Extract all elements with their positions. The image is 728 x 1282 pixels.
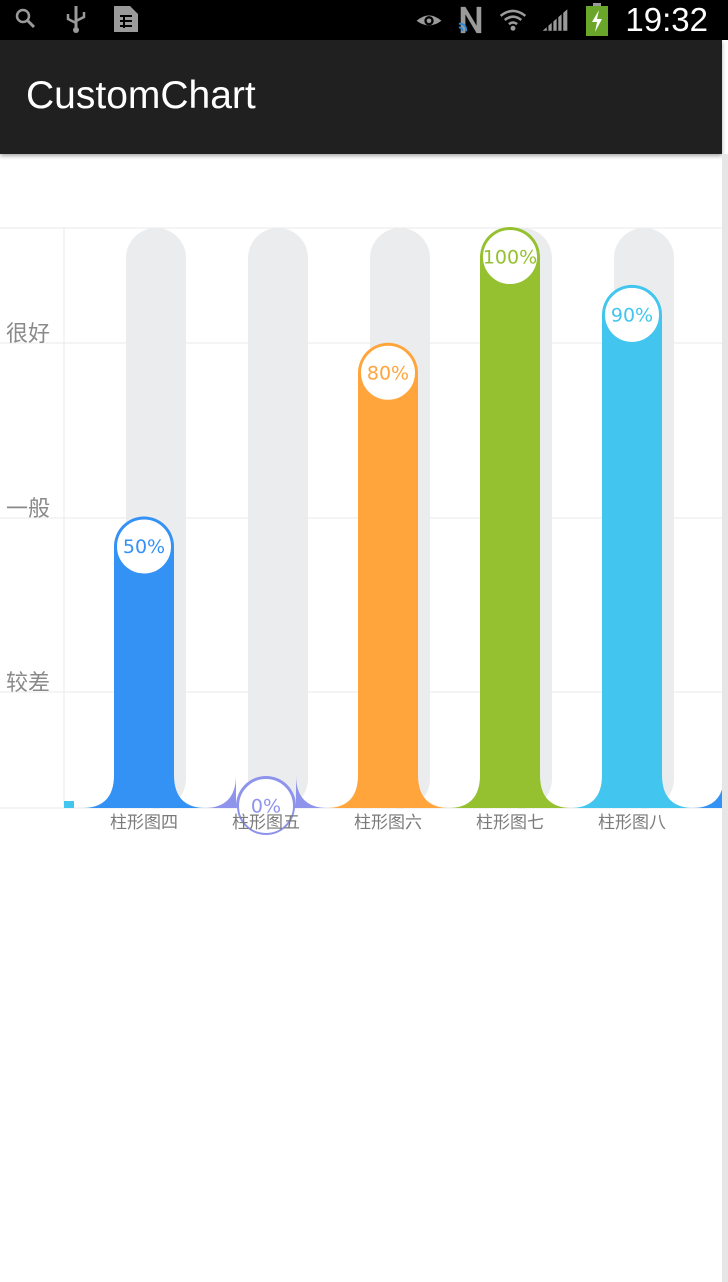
bar: [570, 284, 694, 808]
app-title: CustomChart: [26, 74, 256, 117]
category-label: 柱形图八: [598, 813, 666, 833]
status-bar: 19:32: [0, 0, 728, 40]
bar-track: [248, 228, 308, 809]
y-tick-label: 很好: [6, 322, 50, 347]
partial-bar: [64, 801, 74, 808]
wifi-icon: [499, 5, 527, 35]
value-bubble: [115, 517, 173, 576]
eye-icon: [415, 5, 443, 35]
value-bubble: [237, 777, 295, 835]
bar: [448, 227, 572, 808]
bar: [82, 516, 206, 808]
category-label: 柱形图四: [110, 813, 178, 833]
nfc-icon: [457, 5, 485, 35]
value-label: 90%: [611, 304, 653, 326]
bar: [326, 342, 450, 808]
value-label: 0%: [251, 796, 281, 818]
value-bubble: [481, 228, 539, 286]
usb-icon: [62, 4, 90, 34]
action-bar: CustomChart: [0, 40, 722, 154]
y-tick-label: 一般: [6, 497, 50, 522]
sim-icon: [112, 4, 140, 34]
status-time: 19:32: [625, 1, 708, 38]
battery-charging-icon: [583, 3, 611, 36]
value-label: 100%: [483, 247, 537, 269]
value-bubble: [603, 285, 661, 344]
search-icon: [12, 4, 40, 34]
scroll-edge: [722, 154, 728, 1282]
bar: [692, 734, 728, 808]
value-label: 50%: [123, 536, 165, 558]
y-tick-label: 较差: [6, 671, 50, 696]
value-bubble: [359, 343, 417, 402]
signal-icon: [541, 5, 569, 35]
value-label: 80%: [367, 362, 409, 384]
category-label: 柱形图六: [354, 813, 422, 833]
category-label: 柱形图五: [232, 813, 300, 833]
bar-chart[interactable]: 很好一般较差 50% 柱形图四 0% 柱形图五 80% 柱形图六 100% 柱形图七 90% 柱形图…: [0, 154, 728, 874]
category-label: 柱形图七: [476, 813, 544, 833]
